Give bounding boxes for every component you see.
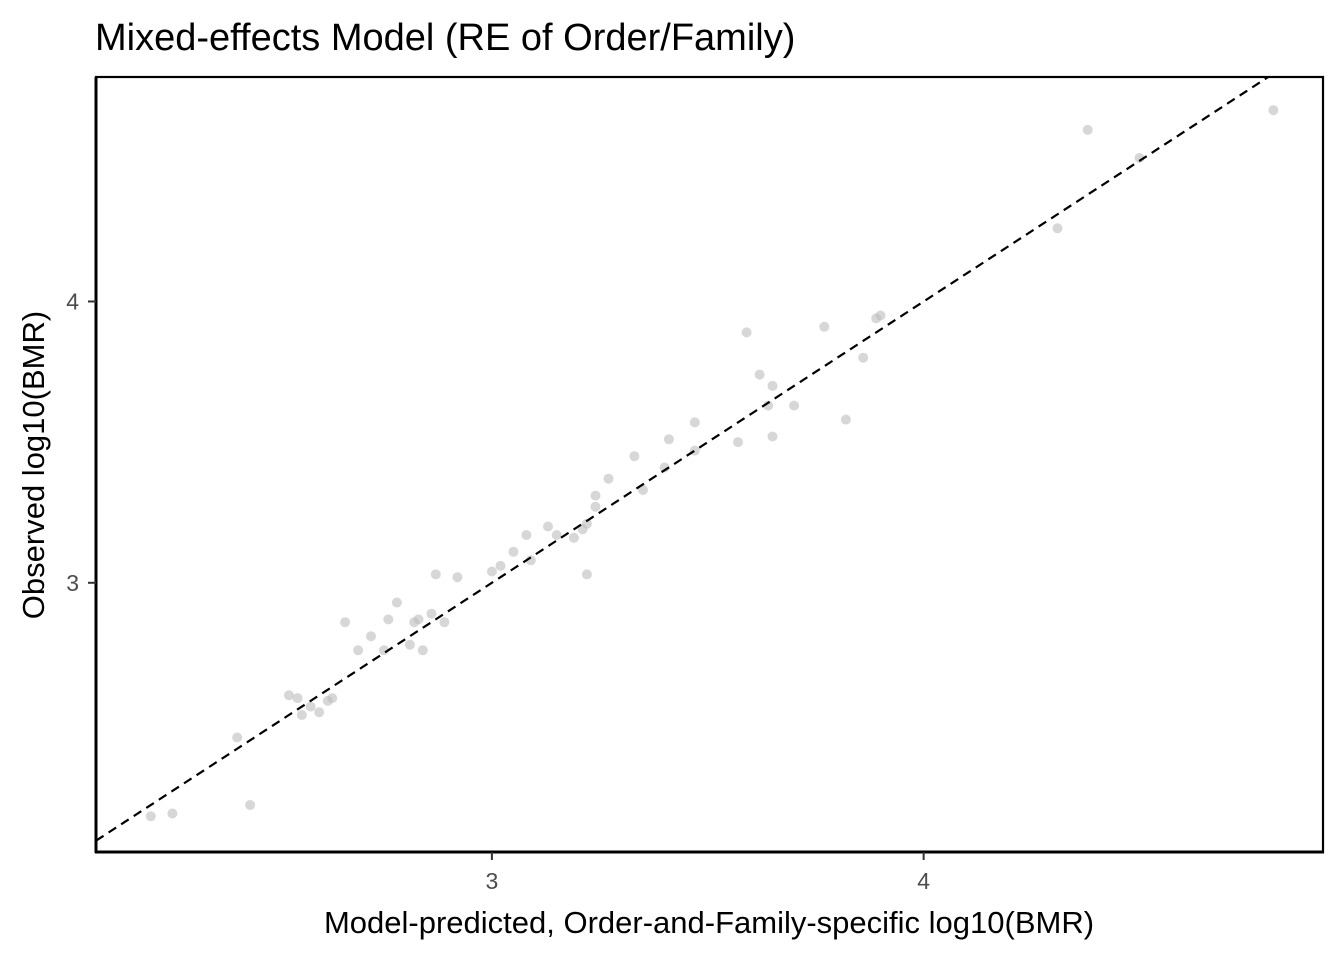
data-point	[327, 693, 338, 704]
data-point	[495, 560, 506, 571]
data-point	[508, 546, 519, 557]
data-point	[145, 811, 156, 822]
data-point	[629, 451, 640, 462]
x-tick-label: 4	[917, 868, 930, 894]
data-point	[413, 614, 424, 625]
x-tick-label: 3	[486, 868, 499, 894]
data-point	[789, 400, 800, 411]
data-point	[391, 597, 402, 608]
data-point	[353, 645, 364, 656]
plot-border	[94, 75, 1325, 854]
y-axis-title: Observed log10(BMR)	[16, 311, 51, 619]
data-point	[568, 532, 579, 543]
data-point	[767, 380, 778, 391]
data-point	[426, 608, 437, 619]
data-point	[767, 431, 778, 442]
data-point	[590, 501, 601, 512]
data-point	[551, 530, 562, 540]
data-point	[521, 530, 532, 540]
data-point	[417, 645, 428, 656]
chart-title: Mixed-effects Model (RE of Order/Family)	[95, 17, 795, 59]
data-point	[689, 417, 700, 428]
reference-line-layer	[95, 76, 1269, 842]
y-tick-label: 3	[66, 570, 79, 596]
data-point	[430, 569, 441, 580]
data-point	[1268, 105, 1279, 116]
data-point	[366, 631, 376, 642]
data-point	[486, 566, 497, 577]
data-point	[741, 327, 752, 338]
data-point	[659, 462, 670, 473]
data-point	[858, 352, 869, 363]
y-tick-label: 4	[66, 288, 79, 314]
data-point	[819, 321, 830, 332]
data-point	[543, 521, 553, 532]
data-point	[638, 485, 648, 495]
data-point	[167, 808, 178, 819]
data-point	[581, 518, 592, 529]
data-point	[305, 701, 316, 712]
data-point	[840, 414, 851, 425]
data-point	[754, 369, 765, 380]
data-point	[314, 707, 325, 718]
data-point	[404, 639, 415, 650]
data-point	[590, 490, 601, 501]
reference-line	[95, 76, 1269, 842]
data-point	[581, 569, 592, 580]
data-point	[439, 617, 450, 628]
data-point	[232, 732, 243, 743]
data-point	[245, 800, 256, 810]
data-point	[383, 614, 394, 625]
y-ticks: 34	[66, 288, 96, 596]
data-point	[379, 645, 389, 656]
data-point	[284, 690, 294, 701]
data-point	[340, 617, 351, 628]
data-point	[1052, 223, 1063, 234]
plot-panel	[94, 75, 1325, 854]
x-axis-title: Model-predicted, Order-and-Family-specif…	[324, 905, 1094, 940]
data-point	[1082, 124, 1093, 135]
data-point	[296, 710, 307, 720]
data-point	[875, 310, 886, 321]
data-point	[452, 572, 463, 583]
data-point	[663, 434, 674, 445]
data-point	[733, 437, 743, 448]
points-layer	[145, 105, 1279, 822]
data-point	[603, 473, 614, 484]
data-point	[292, 693, 303, 704]
